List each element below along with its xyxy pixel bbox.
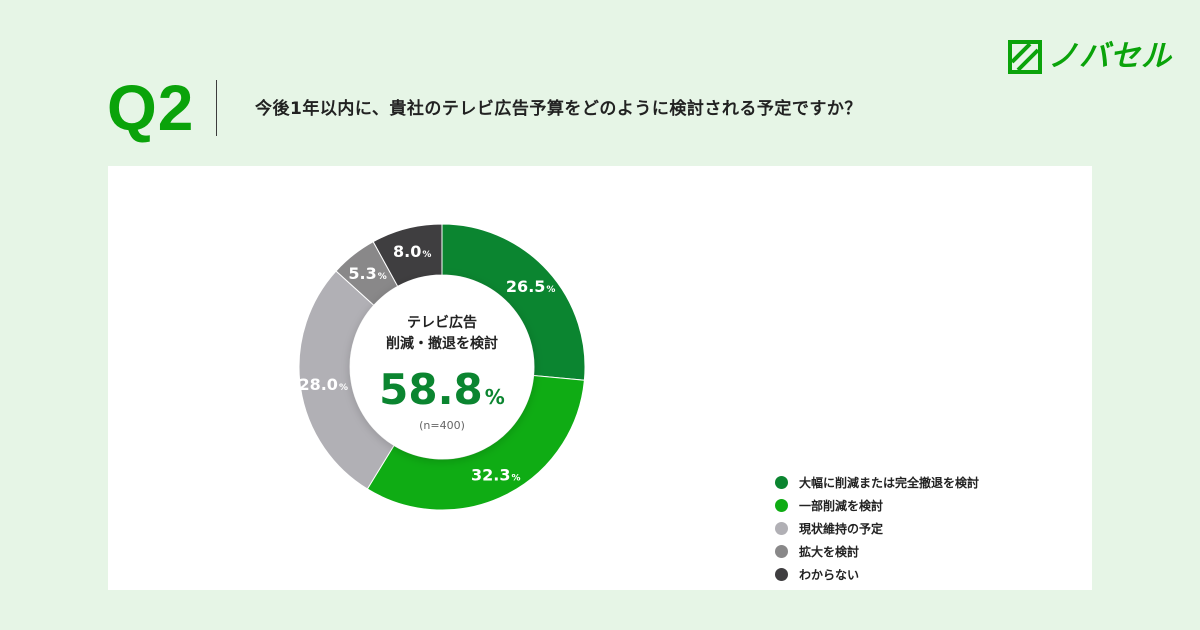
- legend-item: わからない: [775, 563, 979, 586]
- slice-value-label: 5.3%: [348, 264, 386, 283]
- center-value-number: 58.8: [379, 365, 483, 414]
- legend-item: 現状維持の予定: [775, 517, 979, 540]
- legend-swatch: [775, 499, 788, 512]
- logo-mark-icon: [1008, 40, 1042, 74]
- legend-label: わからない: [799, 568, 860, 582]
- slice-value-label: 26.5%: [506, 277, 556, 296]
- legend-label: 大幅に削減または完全撤退を検討: [799, 476, 980, 490]
- legend-item: 拡大を検討: [775, 540, 979, 563]
- logo-text: ノバセル: [1048, 39, 1172, 74]
- center-title-line2: 削減・撤退を検討: [386, 335, 498, 352]
- legend-swatch: [775, 522, 788, 535]
- question-number: Q2: [107, 72, 195, 144]
- legend-swatch: [775, 568, 788, 581]
- legend-item: 大幅に削減または完全撤退を検討: [775, 471, 979, 494]
- legend-label: 拡大を検討: [799, 545, 860, 559]
- legend-swatch: [775, 545, 788, 558]
- donut-center: [350, 275, 534, 459]
- center-n: (n=400): [419, 419, 465, 432]
- legend-swatch: [775, 476, 788, 489]
- brand-logo: ノバセル: [1008, 40, 1172, 74]
- center-title-line1: テレビ広告: [407, 314, 477, 331]
- slice-value-label: 8.0%: [393, 242, 431, 261]
- question-text: 今後1年以内に、貴社のテレビ広告予算をどのように検討される予定ですか？: [255, 99, 862, 119]
- donut-chart: 26.5% 32.3% 28.0% 5.3% 8.0% テレビ広告 削減・撤退を検討 5…: [298, 223, 586, 511]
- legend-item: 一部削減を検討: [775, 494, 979, 517]
- slice-value-label: 28.0%: [298, 375, 348, 394]
- center-value: 58.8%: [379, 365, 505, 414]
- chart-legend: 大幅に削減または完全撤退を検討 一部削減を検討 現状維持の予定 拡大を検討わからない: [775, 471, 979, 586]
- chart-card: 26.5% 32.3% 28.0% 5.3% 8.0% テレビ広告 削減・撤退を検討 5…: [108, 166, 1092, 590]
- legend-label: 一部削減を検討: [799, 499, 884, 513]
- header-divider: [216, 80, 217, 136]
- legend-label: 現状維持の予定: [799, 522, 884, 536]
- center-value-unit: %: [485, 385, 505, 409]
- slice-value-label: 32.3%: [471, 465, 521, 484]
